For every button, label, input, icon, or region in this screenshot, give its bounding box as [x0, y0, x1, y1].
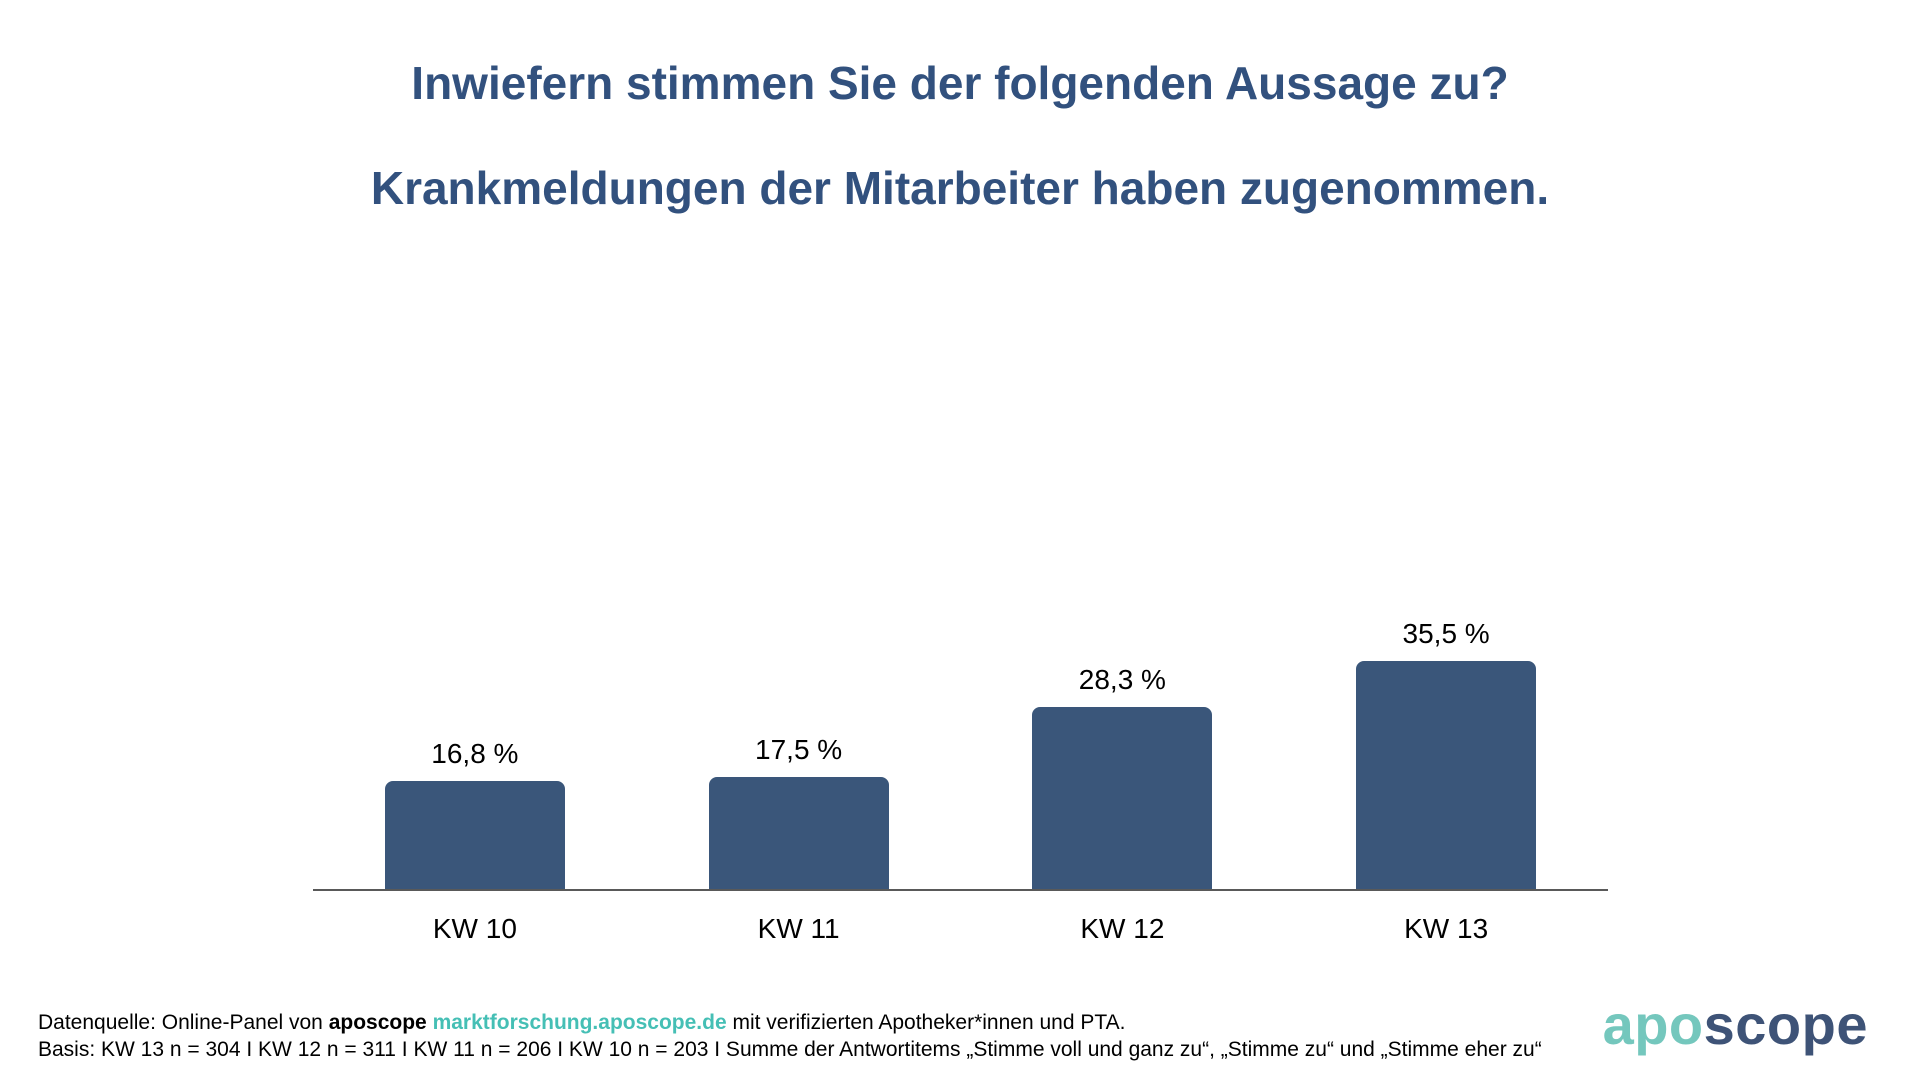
bar-chart-plot: 16,8 % 17,5 % 28,3 % 35,5 %	[313, 600, 1608, 891]
bar-value-label: 17,5 %	[755, 734, 843, 765]
x-axis-category-label: KW 13	[1404, 913, 1489, 944]
bar-value-label: 28,3 %	[1078, 664, 1166, 695]
footer-source-line: Datenquelle: Online-Panel von aposcope m…	[38, 1009, 1542, 1036]
x-axis-category-label: KW 10	[432, 913, 517, 944]
x-axis-labels: KW 10 KW 11 KW 12 KW 13	[313, 913, 1608, 945]
page-title: Inwiefern stimmen Sie der folgenden Auss…	[411, 57, 1509, 109]
bar-slot: 35,5 %	[1284, 600, 1608, 889]
footer: Datenquelle: Online-Panel von aposcope m…	[38, 1009, 1542, 1063]
logo-part-scope: scope	[1703, 993, 1868, 1056]
footer-source-prefix: Datenquelle: Online-Panel von	[38, 1011, 329, 1034]
footer-basis-line: Basis: KW 13 n = 304 I KW 12 n = 311 I K…	[38, 1038, 1542, 1061]
footer-source-suffix: mit verifizierten Apotheker*innen und PT…	[726, 1011, 1126, 1034]
bar	[708, 777, 889, 889]
bar-slot: 16,8 %	[313, 600, 637, 889]
footer-brand-name: aposcope	[328, 1011, 427, 1034]
logo-part-apo: apo	[1602, 993, 1704, 1056]
chart-title: Krankmeldungen der Mitarbeiter haben zug…	[370, 162, 1550, 214]
bar-value-label: 16,8 %	[431, 738, 519, 769]
x-axis-category-label: KW 11	[757, 913, 840, 944]
footer-link[interactable]: marktforschung.aposcope.de	[432, 1011, 727, 1034]
bar	[1356, 661, 1537, 889]
aposcope-logo: aposcope	[1603, 997, 1868, 1053]
x-axis-category-label: KW 12	[1080, 913, 1165, 944]
bar	[1032, 707, 1213, 889]
bar	[384, 781, 565, 889]
bar-value-label: 35,5 %	[1402, 618, 1490, 649]
bar-slot: 28,3 %	[961, 600, 1285, 889]
bar-slot: 17,5 %	[637, 600, 961, 889]
